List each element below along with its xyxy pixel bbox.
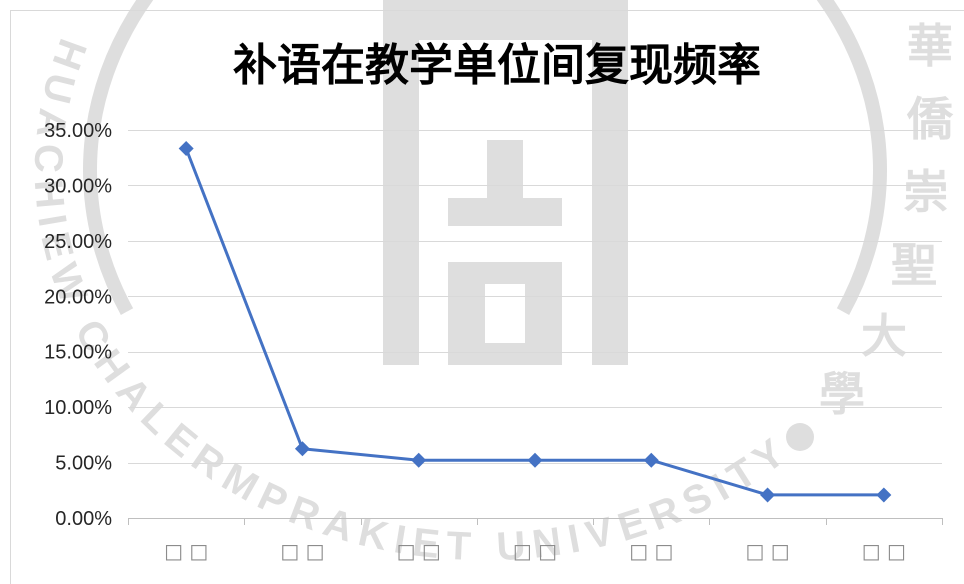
- x-tick-label: □ □: [862, 539, 906, 563]
- seal-logo-box-bottom: [448, 343, 562, 365]
- y-tick-label: 35.00%: [44, 120, 112, 142]
- seal-inner-ring: [83, 0, 887, 315]
- seal-text-zh-char: 大: [861, 309, 907, 363]
- data-point-marker: [411, 452, 427, 468]
- seal-logo-right-bar: [592, 0, 628, 365]
- data-point-marker: [760, 487, 776, 503]
- data-point-marker: [876, 487, 892, 503]
- y-tick-label: 30.00%: [44, 175, 112, 197]
- seal-logo-inner-crossbar: [448, 198, 562, 226]
- x-tick-label: □ □: [513, 539, 557, 563]
- x-tick-label: □ □: [745, 539, 789, 563]
- chart-title: 补语在教学单位间复现频率: [233, 40, 761, 91]
- seal-logo-top-bar: [383, 0, 628, 40]
- x-tick-label: □ □: [629, 539, 673, 563]
- x-axis-tick-labels: □ □ □ □ □ □ □ □ □ □ □ □ □ □: [164, 539, 906, 563]
- seal-logo-inner-stem: [487, 140, 523, 200]
- seal-logo: [383, 0, 628, 365]
- y-axis-tick-labels: 0.00% 5.00% 10.00% 15.00% 20.00% 25.00% 30.00%…: [44, 120, 112, 530]
- data-point-marker: [643, 452, 659, 468]
- data-point-marker: [178, 141, 194, 157]
- seal-text-zh-char: 崇: [903, 165, 949, 219]
- seal-logo-box-top: [448, 262, 562, 284]
- x-tick-label: □ □: [280, 539, 324, 563]
- y-tick-label: 10.00%: [44, 397, 112, 419]
- seal-text-zh-char: 學: [819, 367, 865, 421]
- series: [178, 141, 892, 503]
- seal-logo-left-bar: [383, 0, 419, 365]
- x-axis: [128, 518, 943, 525]
- x-tick-label: □ □: [164, 539, 208, 563]
- seal-dot: [786, 423, 814, 451]
- y-tick-label: 5.00%: [55, 453, 112, 475]
- x-tick-label: □ □: [397, 539, 441, 563]
- y-tick-label: 0.00%: [55, 508, 112, 530]
- seal-text-zh-char: 僑: [906, 92, 954, 146]
- data-point-marker: [527, 452, 543, 468]
- y-tick-label: 25.00%: [44, 231, 112, 253]
- seal-text-zh-char: 華: [907, 19, 953, 73]
- seal-text-zh-char: 聖: [891, 238, 937, 292]
- y-tick-label: 20.00%: [44, 286, 112, 308]
- y-tick-label: 15.00%: [44, 342, 112, 364]
- chart-frame: [10, 10, 964, 584]
- gridlines: [128, 130, 942, 464]
- data-point-marker: [294, 441, 310, 457]
